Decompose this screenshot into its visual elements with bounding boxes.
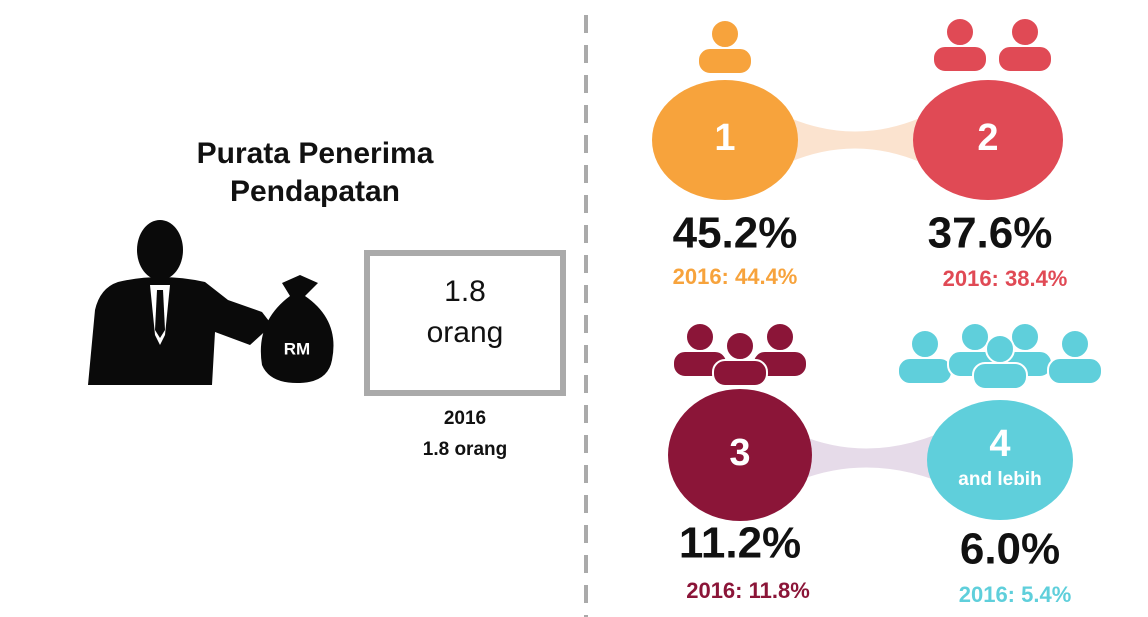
person-body: [712, 359, 768, 387]
person-head: [1060, 329, 1090, 359]
group-sublabel: and lebih: [958, 469, 1041, 490]
average-value: 1.8: [444, 275, 486, 308]
person-body: [697, 47, 753, 75]
group-previous: 2016: 5.4%: [959, 582, 1072, 607]
person-body: [897, 357, 953, 385]
person-body: [1047, 357, 1103, 385]
group-label: 4: [989, 423, 1010, 465]
group-percent: 11.2%: [679, 519, 801, 568]
person-head: [765, 322, 795, 352]
person-head: [945, 17, 975, 47]
group-circle: [927, 400, 1073, 520]
person-body: [972, 362, 1028, 390]
previous-year: 2016: [444, 408, 486, 429]
group-circle: [668, 389, 812, 521]
group-previous: 2016: 38.4%: [943, 266, 1068, 291]
connector: [800, 435, 935, 480]
tie: [155, 290, 165, 338]
group-circle: [913, 80, 1063, 200]
previous-value: 1.8 orang: [423, 439, 507, 460]
title-line: Pendapatan: [230, 175, 400, 208]
average-unit: orang: [427, 316, 504, 349]
person-head: [1010, 17, 1040, 47]
person-head: [910, 329, 940, 359]
title-line: Purata Penerima: [197, 137, 434, 170]
person-head: [960, 322, 990, 352]
person-head: [685, 322, 715, 352]
person-body: [932, 45, 988, 73]
person-body: [997, 45, 1053, 73]
group-previous: 2016: 44.4%: [673, 264, 798, 289]
person-head: [725, 331, 755, 361]
person-head: [985, 334, 1015, 364]
group-label: 2: [977, 117, 998, 159]
person-head: [1010, 322, 1040, 352]
person-icon: [88, 220, 334, 385]
person-head: [710, 19, 740, 49]
group-percent: 37.6%: [928, 209, 1053, 258]
group-percent: 6.0%: [960, 525, 1060, 574]
group-label: 3: [729, 432, 750, 474]
group-previous: 2016: 11.8%: [686, 578, 810, 603]
group-circle: [652, 80, 798, 200]
group-percent: 45.2%: [673, 209, 798, 258]
average-box: [364, 250, 566, 396]
bag-label: RM: [284, 339, 310, 358]
connector: [790, 118, 920, 162]
group-label: 1: [714, 117, 735, 159]
